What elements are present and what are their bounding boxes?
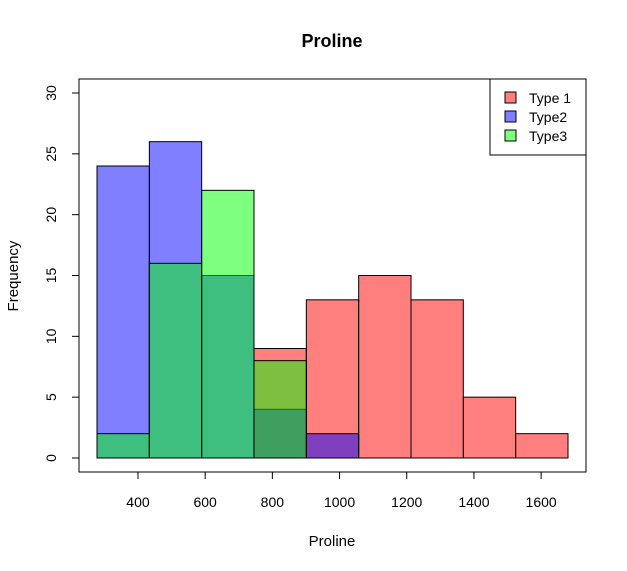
- y-tick-label: 5: [43, 393, 59, 401]
- y-tick-label: 15: [43, 268, 59, 284]
- legend-label: Type2: [529, 109, 567, 125]
- x-tick-label: 600: [193, 494, 217, 510]
- bar-series-2-bin-1: [96, 165, 150, 459]
- bar-series-1-bin-7: [410, 299, 464, 459]
- bar-series-1-bin-9: [515, 433, 569, 459]
- y-axis-label: Frequency: [5, 240, 22, 311]
- y-tick-label: 20: [43, 207, 59, 223]
- y-axis: 0 5 10 15 20 25 30: [43, 85, 80, 462]
- bar-series-2-bin-5: [305, 433, 360, 459]
- chart-title: Proline: [301, 31, 362, 51]
- x-tick-label: 1000: [324, 494, 355, 510]
- y-tick-label: 25: [43, 146, 59, 162]
- bar-series-3-bin-4: [253, 360, 307, 459]
- x-tick-label: 800: [261, 494, 285, 510]
- x-axis-label: Proline: [309, 533, 356, 550]
- bar-series-1-bin-6: [358, 275, 412, 459]
- x-axis: 400 600 800 1000 1200 1400 1600: [126, 471, 557, 510]
- legend-swatch: [504, 110, 517, 123]
- bar-series-3-bin-2: [148, 262, 203, 459]
- y-tick-label: 30: [43, 85, 59, 101]
- bar-series-1-bin-8: [462, 396, 517, 459]
- bar-series-3-bin-3: [201, 189, 255, 459]
- legend-label: Type 1: [529, 90, 571, 106]
- bar-series-3-bin-1: [96, 433, 150, 459]
- legend-label: Type3: [529, 128, 567, 144]
- x-tick-label: 400: [126, 494, 150, 510]
- legend: Type 1 Type2 Type3: [489, 78, 587, 156]
- legend-swatch: [504, 91, 517, 104]
- x-tick-label: 1600: [526, 494, 557, 510]
- legend-swatch: [504, 129, 517, 142]
- bar-series-1-bin-5: [305, 299, 360, 459]
- x-tick-label: 1200: [391, 494, 422, 510]
- y-tick-label: 0: [43, 454, 59, 462]
- x-tick-label: 1400: [458, 494, 489, 510]
- y-tick-label: 10: [43, 328, 59, 344]
- bars-layer: [96, 141, 569, 459]
